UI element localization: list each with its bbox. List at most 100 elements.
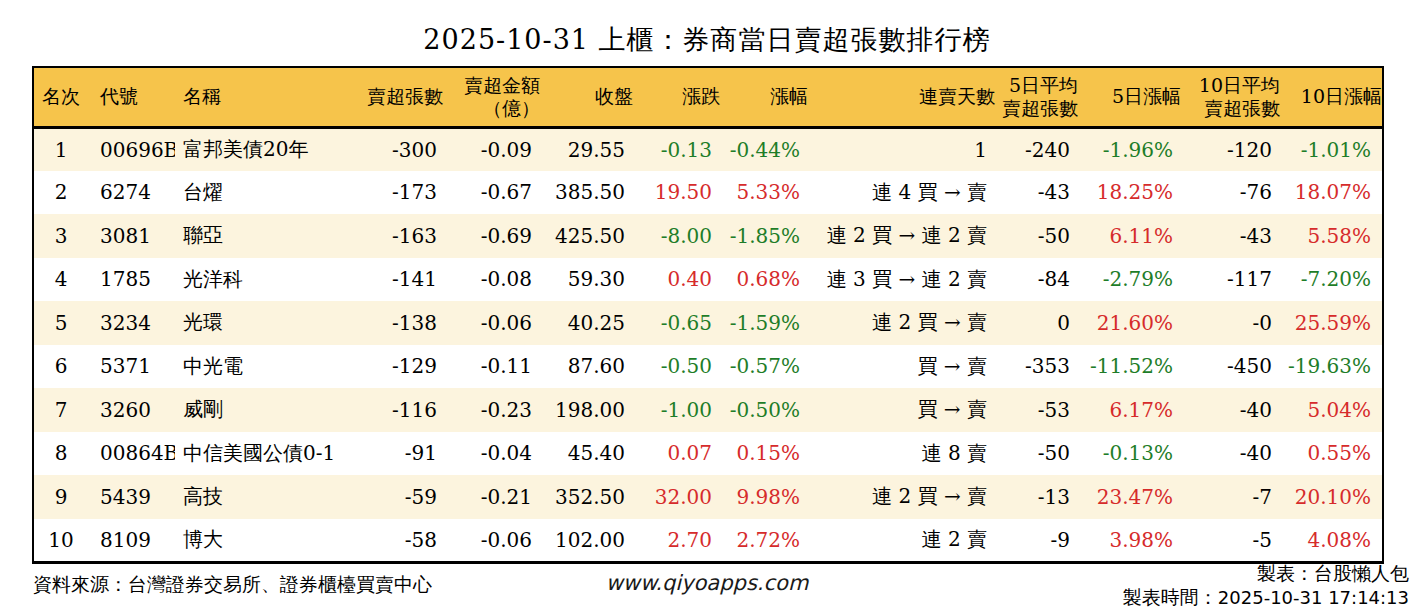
cell-rank: 5 — [33, 301, 88, 345]
cell-avg10: -450 — [1181, 345, 1280, 389]
cell-rank: 7 — [33, 388, 88, 432]
cell-sell_amount: -0.08 — [443, 258, 540, 302]
cell-sell_volume: -116 — [345, 388, 443, 432]
cell-name: 威剛 — [175, 388, 345, 432]
cell-rank: 8 — [33, 432, 88, 476]
cell-avg10: -117 — [1181, 258, 1280, 302]
cell-streak: 連 3 買 → 連 2 賣 — [808, 258, 995, 302]
table-row: 41785光洋科-141-0.0859.300.400.68%連 3 買 → 連… — [33, 258, 1383, 302]
cell-avg5: -53 — [995, 388, 1078, 432]
cell-avg10: -43 — [1181, 214, 1280, 258]
cell-name: 高技 — [175, 475, 345, 519]
cell-sell_amount: -0.06 — [443, 519, 540, 563]
cell-code: 5371 — [88, 345, 175, 389]
cell-streak: 買 → 賣 — [808, 388, 995, 432]
cell-name: 光洋科 — [175, 258, 345, 302]
cell-sell_volume: -58 — [345, 519, 443, 563]
cell-pct5: 6.11% — [1078, 214, 1181, 258]
cell-pct10: 0.55% — [1280, 432, 1383, 476]
cell-sell_amount: -0.21 — [443, 475, 540, 519]
cell-sell_amount: -0.04 — [443, 432, 540, 476]
cell-pct10: -1.01% — [1280, 127, 1383, 171]
cell-name: 中信美國公債0-1 — [175, 432, 345, 476]
cell-change: 0.40 — [633, 258, 720, 302]
table-row: 33081聯亞-163-0.69425.50-8.00-1.85%連 2 買 →… — [33, 214, 1383, 258]
cell-avg10: -0 — [1181, 301, 1280, 345]
cell-rank: 10 — [33, 519, 88, 563]
cell-close: 102.00 — [540, 519, 633, 563]
cell-close: 425.50 — [540, 214, 633, 258]
column-header-avg10: 10日平均 賣超張數 — [1181, 67, 1280, 127]
column-header-name: 名稱 — [175, 67, 345, 127]
column-header-pct10: 10日漲幅 — [1280, 67, 1383, 127]
cell-sell_volume: -129 — [345, 345, 443, 389]
cell-change_pct: 9.98% — [720, 475, 808, 519]
cell-change: 2.70 — [633, 519, 720, 563]
ranking-table: 名次代號名稱賣超張數賣超金額 （億）收盤漲跌漲幅連賣天數5日平均 賣超張數5日漲… — [32, 66, 1384, 564]
report-maker: 製表：台股懶人包 — [1123, 561, 1409, 585]
table-header-row: 名次代號名稱賣超張數賣超金額 （億）收盤漲跌漲幅連賣天數5日平均 賣超張數5日漲… — [33, 67, 1383, 127]
cell-close: 198.00 — [540, 388, 633, 432]
cell-close: 45.40 — [540, 432, 633, 476]
table-row: 800864B中信美國公債0-1-91-0.0445.400.070.15%連 … — [33, 432, 1383, 476]
cell-change_pct: 0.15% — [720, 432, 808, 476]
cell-change_pct: -0.44% — [720, 127, 808, 171]
cell-change_pct: 2.72% — [720, 519, 808, 563]
report-timestamp-value: 2025-10-31 17:14:13 — [1218, 587, 1409, 608]
cell-streak: 連 2 買 → 賣 — [808, 301, 995, 345]
cell-sell_volume: -173 — [345, 171, 443, 215]
cell-streak: 連 2 買 → 連 2 賣 — [808, 214, 995, 258]
cell-sell_amount: -0.67 — [443, 171, 540, 215]
cell-change: 32.00 — [633, 475, 720, 519]
cell-pct10: -19.63% — [1280, 345, 1383, 389]
cell-sell_volume: -91 — [345, 432, 443, 476]
cell-avg10: -76 — [1181, 171, 1280, 215]
cell-pct5: -1.96% — [1078, 127, 1181, 171]
cell-change_pct: -0.50% — [720, 388, 808, 432]
cell-change_pct: 0.68% — [720, 258, 808, 302]
cell-pct5: -11.52% — [1078, 345, 1181, 389]
cell-sell_volume: -141 — [345, 258, 443, 302]
cell-avg5: -43 — [995, 171, 1078, 215]
cell-change: -1.00 — [633, 388, 720, 432]
cell-avg5: -9 — [995, 519, 1078, 563]
cell-pct10: 4.08% — [1280, 519, 1383, 563]
cell-close: 385.50 — [540, 171, 633, 215]
table-row: 95439高技-59-0.21352.5032.009.98%連 2 買 → 賣… — [33, 475, 1383, 519]
cell-avg10: -40 — [1181, 388, 1280, 432]
cell-streak: 連 2 賣 — [808, 519, 995, 563]
cell-pct10: 5.58% — [1280, 214, 1383, 258]
cell-rank: 1 — [33, 127, 88, 171]
cell-rank: 2 — [33, 171, 88, 215]
table-row: 73260威剛-116-0.23198.00-1.00-0.50%買 → 賣-5… — [33, 388, 1383, 432]
cell-name: 富邦美債20年 — [175, 127, 345, 171]
cell-name: 博大 — [175, 519, 345, 563]
column-header-sell_amount: 賣超金額 （億） — [443, 67, 540, 127]
cell-sell_volume: -300 — [345, 127, 443, 171]
cell-sell_amount: -0.69 — [443, 214, 540, 258]
cell-sell_amount: -0.11 — [443, 345, 540, 389]
report-timestamp: 製表時間：2025-10-31 17:14:13 — [1123, 585, 1409, 610]
table-row: 53234光環-138-0.0640.25-0.65-1.59%連 2 買 → … — [33, 301, 1383, 345]
cell-pct10: 20.10% — [1280, 475, 1383, 519]
cell-change_pct: 5.33% — [720, 171, 808, 215]
cell-avg5: -13 — [995, 475, 1078, 519]
report-credit: 製表：台股懶人包 製表時間：2025-10-31 17:14:13 — [1123, 561, 1409, 610]
table-body: 100696B富邦美債20年-300-0.0929.55-0.13-0.44%1… — [33, 127, 1383, 562]
cell-code: 00864B — [88, 432, 175, 476]
cell-change_pct: -1.59% — [720, 301, 808, 345]
cell-change_pct: -0.57% — [720, 345, 808, 389]
cell-name: 台燿 — [175, 171, 345, 215]
table-row: 26274台燿-173-0.67385.5019.505.33%連 4 買 → … — [33, 171, 1383, 215]
cell-change: 0.07 — [633, 432, 720, 476]
table-header: 名次代號名稱賣超張數賣超金額 （億）收盤漲跌漲幅連賣天數5日平均 賣超張數5日漲… — [33, 67, 1383, 127]
cell-avg5: -353 — [995, 345, 1078, 389]
column-header-sell_volume: 賣超張數 — [345, 67, 443, 127]
cell-change: -0.65 — [633, 301, 720, 345]
column-header-streak: 連賣天數 — [808, 67, 995, 127]
cell-avg10: -7 — [1181, 475, 1280, 519]
cell-streak: 連 4 買 → 賣 — [808, 171, 995, 215]
cell-close: 59.30 — [540, 258, 633, 302]
cell-pct10: 5.04% — [1280, 388, 1383, 432]
cell-sell_volume: -163 — [345, 214, 443, 258]
